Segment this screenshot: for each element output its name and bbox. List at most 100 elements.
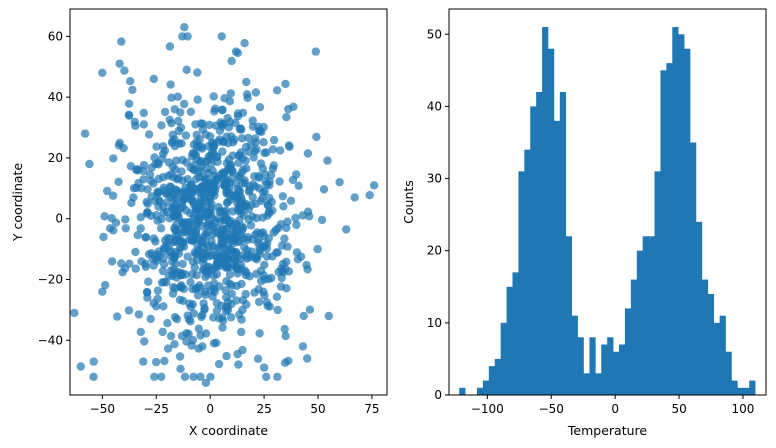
- scatter-point: [139, 357, 148, 366]
- scatter-point: [235, 216, 244, 225]
- histogram-bar: [707, 293, 715, 395]
- scatter-point: [204, 168, 213, 178]
- histogram-bar: [476, 387, 484, 395]
- scatter-point: [227, 289, 236, 299]
- scatter-point: [239, 234, 248, 243]
- scatter-point: [225, 270, 235, 279]
- scatter-x-tick-label: 50: [310, 402, 325, 416]
- scatter-point: [222, 351, 231, 361]
- scatter-point: [101, 280, 110, 290]
- histogram-subplot: −100 −50 0 50 100 0 10 20 30 40 50 Temperature Co…: [401, 8, 767, 438]
- scatter-point: [245, 185, 254, 195]
- scatter-point: [195, 135, 204, 144]
- scatter-point: [279, 202, 288, 211]
- scatter-point: [177, 283, 186, 292]
- histogram-x-tick-label: 50: [671, 402, 686, 416]
- scatter-point: [303, 149, 313, 158]
- scatter-point: [365, 191, 374, 200]
- scatter-point: [254, 297, 264, 307]
- scatter-point: [186, 278, 195, 287]
- histogram-x-ticks: −100 −50 0 50 100: [471, 395, 754, 416]
- scatter-point: [224, 155, 234, 164]
- scatter-y-tick-label: 20: [48, 151, 63, 165]
- scatter-point: [276, 282, 286, 291]
- scatter-point: [180, 372, 190, 381]
- scatter-point: [113, 312, 122, 321]
- histogram-bar: [725, 351, 732, 395]
- scatter-point: [157, 121, 166, 130]
- scatter-point: [280, 324, 289, 334]
- scatter-point: [237, 327, 246, 337]
- scatter-point: [298, 211, 307, 220]
- scatter-point: [260, 260, 269, 270]
- scatter-point: [319, 185, 329, 194]
- scatter-point: [170, 340, 179, 349]
- scatter-point: [292, 220, 301, 230]
- scatter-point: [248, 116, 257, 125]
- histogram-y-tick-label: 10: [427, 316, 442, 330]
- scatter-point: [117, 37, 126, 46]
- scatter-point: [196, 331, 205, 340]
- scatter-point: [342, 225, 351, 234]
- scatter-point: [305, 212, 314, 221]
- scatter-point: [242, 77, 251, 87]
- scatter-point: [217, 32, 226, 41]
- histogram-bar: [548, 48, 555, 396]
- scatter-point: [108, 191, 118, 200]
- scatter-point: [280, 234, 289, 243]
- histogram-bar: [512, 272, 519, 395]
- histogram-y-tick-label: 20: [427, 244, 442, 258]
- scatter-point: [166, 251, 176, 261]
- scatter-point: [219, 316, 228, 325]
- histogram-bar: [654, 171, 661, 395]
- scatter-point: [192, 255, 202, 265]
- scatter-point: [262, 372, 271, 381]
- scatter-point: [311, 47, 320, 56]
- scatter-point: [253, 354, 263, 363]
- scatter-point: [269, 161, 278, 170]
- scatter-point: [98, 68, 107, 78]
- scatter-point: [70, 308, 79, 318]
- histogram-bar: [518, 171, 525, 395]
- scatter-point: [176, 270, 185, 280]
- scatter-point: [277, 241, 287, 250]
- scatter-point: [234, 360, 243, 369]
- scatter-point: [238, 345, 247, 355]
- scatter-point: [168, 289, 178, 298]
- scatter-point: [209, 188, 218, 197]
- scatter-y-tick-label: −40: [38, 333, 63, 347]
- scatter-point: [144, 130, 154, 139]
- scatter-point: [198, 266, 208, 275]
- scatter-point: [201, 272, 210, 282]
- scatter-point: [100, 212, 109, 221]
- scatter-point: [141, 233, 151, 242]
- scatter-point: [298, 342, 308, 351]
- scatter-point: [238, 178, 247, 188]
- scatter-y-tick-label: 60: [48, 29, 63, 43]
- scatter-point: [158, 266, 168, 276]
- scatter-point: [202, 184, 211, 193]
- histogram-bar: [506, 286, 513, 395]
- histogram-bar: [530, 106, 537, 396]
- scatter-point: [255, 126, 264, 136]
- scatter-point: [121, 224, 130, 233]
- scatter-point: [98, 287, 107, 296]
- scatter-point: [193, 95, 202, 104]
- histogram-bar: [577, 337, 584, 395]
- scatter-point: [182, 158, 191, 167]
- scatter-point: [194, 324, 203, 333]
- scatter-point: [221, 244, 231, 254]
- scatter-point: [282, 112, 291, 122]
- scatter-x-tick-label: 75: [364, 402, 379, 416]
- histogram-bar: [672, 27, 679, 395]
- scatter-point: [276, 146, 285, 155]
- scatter-point: [143, 288, 152, 297]
- scatter-point: [146, 176, 156, 186]
- scatter-point: [214, 359, 224, 369]
- scatter-point: [89, 357, 98, 366]
- histogram-bar: [595, 373, 602, 395]
- scatter-point: [203, 248, 213, 257]
- scatter-point: [143, 185, 152, 194]
- scatter-point: [159, 247, 168, 256]
- scatter-point: [85, 159, 94, 169]
